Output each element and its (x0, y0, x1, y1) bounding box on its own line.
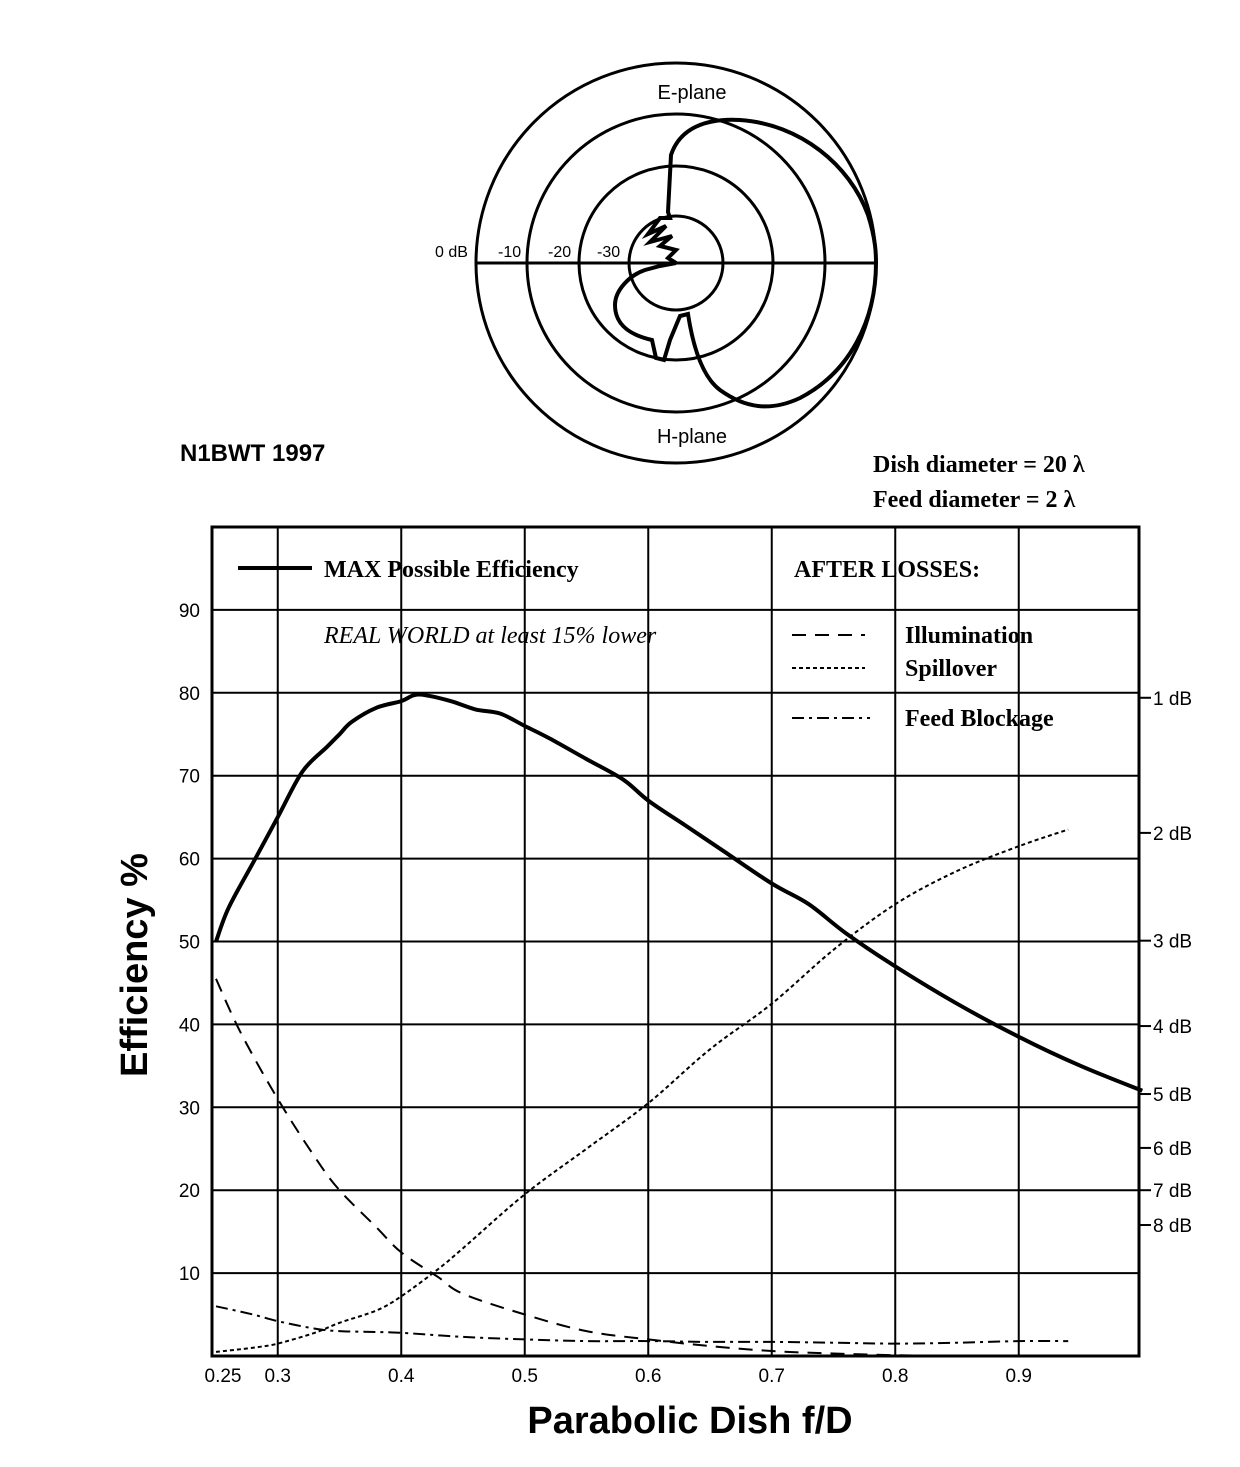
x-tick-label-0.9: 0.9 (1006, 1366, 1032, 1387)
y-axis-title: Efficiency % (114, 853, 156, 1077)
x-tick-label-0.3: 0.3 (265, 1366, 291, 1387)
x-tick-label-0.6: 0.6 (635, 1366, 661, 1387)
polar-ring-label-10: -10 (498, 244, 521, 261)
author-label: N1BWT 1997 (180, 440, 325, 467)
x-axis-title: Parabolic Dish f/D (527, 1400, 852, 1442)
tick-labels: 10 20 30 40 50 60 70 80 90 0.25 0.3 0.4 0.5 0.6 0.7 0.8… (179, 601, 1192, 1387)
series-line-illumination (215, 978, 1081, 1358)
right-axis-label: 3 dB (1153, 932, 1192, 953)
x-tick-label-0.4: 0.4 (388, 1366, 415, 1387)
series-line-spillover (215, 828, 1069, 1353)
x-tick-label-0.8: 0.8 (882, 1366, 908, 1387)
polar-ring-label-0: 0 dB (435, 244, 468, 261)
y-tick-label-40: 40 (179, 1015, 200, 1036)
right-axis-label: 1 dB (1153, 689, 1192, 710)
series-line-max-possible-efficiency (214, 692, 1144, 1093)
dish-diameter-label: Dish diameter = 20 λ (873, 452, 1085, 478)
right-axis-label: 2 dB (1153, 824, 1192, 845)
legend-label-max: MAX Possible Efficiency (324, 557, 579, 583)
y-tick-label-20: 20 (179, 1181, 200, 1202)
polar-ring-label-30: -30 (597, 244, 620, 261)
y-tick-label-80: 80 (179, 684, 200, 705)
x-tick-label-0.5: 0.5 (512, 1366, 538, 1387)
series-layer (214, 692, 1144, 1358)
y-tick-label-10: 10 (179, 1264, 200, 1285)
polar-pattern: E-plane H-plane 0 dB -10 -20 -30 (435, 61, 878, 465)
legend-label-illumination: Illumination (905, 623, 1033, 649)
polar-e-plane-trace (641, 117, 878, 265)
x-tick-label-0.7: 0.7 (759, 1366, 785, 1387)
grid (212, 527, 1139, 1356)
right-axis-label: 4 dB (1153, 1017, 1192, 1038)
y-tick-label-70: 70 (179, 767, 200, 788)
right-axis-label: 6 dB (1153, 1139, 1192, 1160)
right-axis-label: 8 dB (1153, 1216, 1192, 1237)
y-tick-label-60: 60 (179, 850, 200, 871)
polar-top-label: E-plane (658, 82, 727, 104)
right-axis-label: 5 dB (1153, 1085, 1192, 1106)
polar-h-plane-trace (612, 261, 878, 409)
feed-diameter-label: Feed diameter = 2 λ (873, 487, 1076, 513)
polar-ring-label-20: -20 (548, 244, 571, 261)
series-line-feed-blockage (215, 1305, 1069, 1345)
y-tick-label-30: 30 (179, 1098, 200, 1119)
after-losses-label: AFTER LOSSES: (794, 557, 980, 583)
y-tick-label-90: 90 (179, 601, 200, 622)
y-tick-label-50: 50 (179, 933, 200, 954)
x-tick-label-0.25: 0.25 (205, 1366, 242, 1387)
polar-bottom-label: H-plane (657, 426, 727, 448)
right-axis-label: 7 dB (1153, 1181, 1192, 1202)
legend-label-feed-blockage: Feed Blockage (905, 706, 1054, 732)
legend: MAX Possible Efficiency REAL WORLD at le… (238, 557, 1054, 732)
legend-label-spillover: Spillover (905, 656, 997, 682)
real-world-note: REAL WORLD at least 15% lower (323, 623, 657, 649)
